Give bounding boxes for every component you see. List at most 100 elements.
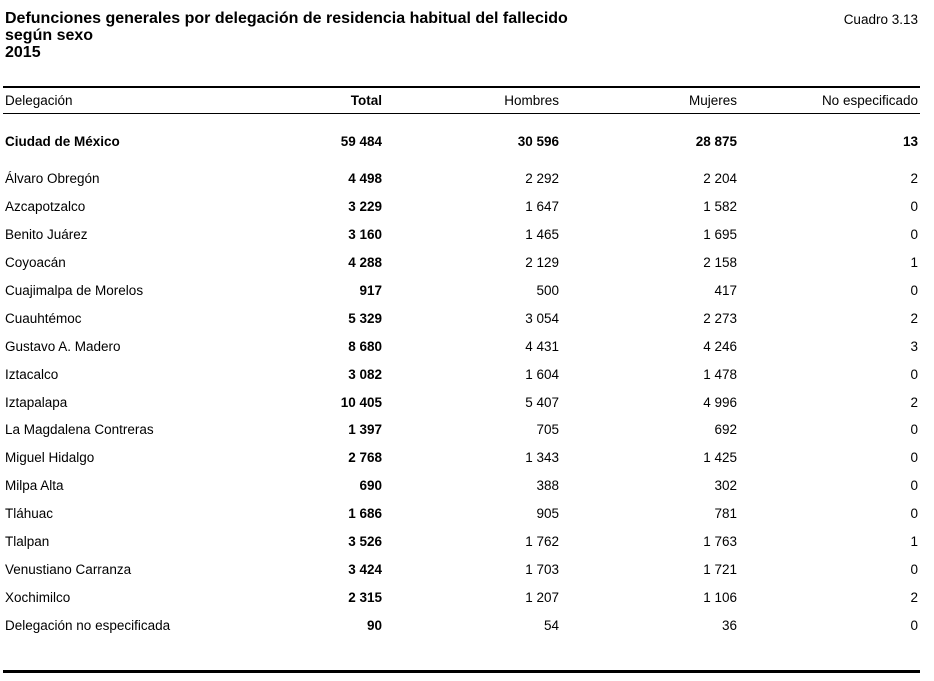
cell-mujeres: 1 106	[703, 589, 737, 605]
table-row: Venustiano Carranza 3 424 1 703 1 721 0	[3, 555, 920, 583]
cell-total: 1 686	[348, 506, 382, 522]
cell-mujeres: 4 996	[703, 394, 737, 410]
cell-name: Xochimilco	[5, 589, 71, 605]
total-row-hombres: 30 596	[517, 133, 559, 149]
cell-name: Tlalpan	[5, 534, 50, 550]
table-row: Cuajimalpa de Morelos 917 500 417 0	[3, 277, 920, 305]
cell-mujeres: 1 582	[703, 199, 737, 215]
cell-total: 2 768	[348, 450, 382, 466]
cell-mujeres: 417	[714, 283, 737, 298]
table-row: La Magdalena Contreras 1 397 705 692 0	[3, 416, 920, 444]
cell-name: Venustiano Carranza	[5, 561, 132, 577]
cell-hombres: 4 431	[525, 338, 559, 354]
table-row: Milpa Alta 690 388 302 0	[3, 472, 920, 500]
table-row: Álvaro Obregón 4 498 2 292 2 204 2	[3, 165, 920, 193]
cell-name: Delegación no especificada	[5, 617, 171, 633]
cell-hombres: 1 762	[525, 534, 559, 550]
cell-no-especificado: 0	[910, 478, 918, 494]
total-row: Ciudad de México 59 484 30 596 28 875 13	[3, 127, 920, 155]
table-body: Ciudad de México 59 484 30 596 28 875 13…	[3, 114, 920, 640]
cell-name: Benito Juárez	[5, 227, 88, 243]
cell-mujeres: 781	[714, 506, 737, 522]
cell-mujeres: 1 763	[703, 534, 737, 550]
cell-no-especificado: 0	[910, 617, 918, 633]
title-line-1: Defunciones generales por delegación de …	[5, 10, 568, 27]
cell-name: Cuauhtémoc	[5, 310, 82, 326]
cell-mujeres: 1 425	[703, 450, 737, 466]
table-row: Iztapalapa 10 405 5 407 4 996 2	[3, 388, 920, 416]
cell-hombres: 1 703	[525, 561, 559, 577]
cell-hombres: 5 407	[525, 394, 559, 410]
cell-no-especificado: 0	[910, 366, 918, 382]
cell-hombres: 3 054	[525, 310, 559, 326]
cell-hombres: 54	[543, 617, 559, 633]
table-row: Miguel Hidalgo 2 768 1 343 1 425 0	[3, 444, 920, 472]
cell-name: Miguel Hidalgo	[5, 450, 95, 466]
cell-mujeres: 2 158	[703, 255, 737, 271]
total-row-total: 59 484	[340, 133, 382, 149]
cell-name: Gustavo A. Madero	[5, 338, 121, 354]
data-table-container: Delegación Total Hombres Mujeres No espe…	[3, 86, 920, 673]
cell-hombres: 1 604	[525, 366, 559, 382]
total-row-name: Ciudad de México	[5, 133, 120, 149]
column-header-no-especificado: No especificado	[739, 88, 920, 114]
cell-name: Iztapalapa	[5, 394, 68, 410]
column-header-hombres: Hombres	[384, 88, 561, 114]
cell-total: 2 315	[348, 589, 382, 605]
table-row: Tlalpan 3 526 1 762 1 763 1	[3, 528, 920, 556]
cell-mujeres: 302	[714, 478, 737, 494]
table-header-row: Delegación Total Hombres Mujeres No espe…	[3, 88, 920, 114]
cell-mujeres: 36	[721, 617, 737, 633]
cell-name: Iztacalco	[5, 366, 59, 382]
cell-name: Cuajimalpa de Morelos	[5, 283, 144, 298]
cell-name: Milpa Alta	[5, 478, 64, 494]
cell-mujeres: 2 273	[703, 310, 737, 326]
cell-name: La Magdalena Contreras	[5, 422, 154, 438]
cell-no-especificado: 1	[910, 534, 918, 550]
total-row-no-especificado: 13	[902, 133, 918, 149]
table-row: Coyoacán 4 288 2 129 2 158 1	[3, 249, 920, 277]
cell-name: Álvaro Obregón	[5, 171, 100, 187]
table-row: Iztacalco 3 082 1 604 1 478 0	[3, 360, 920, 388]
cell-total: 10 405	[340, 394, 382, 410]
cell-name: Azcapotzalco	[5, 199, 86, 215]
cell-no-especificado: 0	[910, 283, 918, 298]
cell-total: 1 397	[348, 422, 382, 438]
column-header-mujeres: Mujeres	[561, 88, 739, 114]
column-header-delegacion: Delegación	[3, 88, 218, 114]
cell-total: 3 526	[348, 534, 382, 550]
cell-hombres: 500	[536, 283, 559, 298]
cell-total: 3 082	[348, 366, 382, 382]
cell-hombres: 1 647	[525, 199, 559, 215]
total-row-mujeres: 28 875	[695, 133, 737, 149]
title-year: 2015	[5, 44, 41, 61]
table-row: Cuauhtémoc 5 329 3 054 2 273 2	[3, 304, 920, 332]
title-line-2: según sexo	[5, 27, 94, 44]
cell-mujeres: 4 246	[703, 338, 737, 354]
cell-no-especificado: 2	[910, 589, 918, 605]
cell-mujeres: 2 204	[703, 171, 737, 187]
cell-total: 90	[366, 617, 382, 633]
cell-mujeres: 692	[714, 422, 737, 438]
cell-no-especificado: 2	[910, 171, 918, 187]
cell-hombres: 2 292	[525, 171, 559, 187]
cell-no-especificado: 0	[910, 450, 918, 466]
cell-hombres: 905	[536, 506, 559, 522]
cell-mujeres: 1 478	[703, 366, 737, 382]
cell-hombres: 2 129	[525, 255, 559, 271]
cell-hombres: 1 465	[525, 227, 559, 243]
cell-no-especificado: 0	[910, 199, 918, 215]
table-number: Cuadro 3.13	[843, 12, 918, 27]
cell-total: 917	[359, 283, 382, 298]
cell-mujeres: 1 721	[703, 561, 737, 577]
table-row: Tláhuac 1 686 905 781 0	[3, 500, 920, 528]
cell-no-especificado: 0	[910, 227, 918, 243]
table-row: Azcapotzalco 3 229 1 647 1 582 0	[3, 193, 920, 221]
cell-total: 3 229	[348, 199, 382, 215]
deaths-table: Delegación Total Hombres Mujeres No espe…	[3, 88, 920, 639]
cell-total: 5 329	[348, 310, 382, 326]
cell-total: 8 680	[348, 338, 382, 354]
cell-hombres: 1 343	[525, 450, 559, 466]
table-row: Delegación no especificada 90 54 36 0	[3, 611, 920, 639]
table-row: Benito Juárez 3 160 1 465 1 695 0	[3, 221, 920, 249]
